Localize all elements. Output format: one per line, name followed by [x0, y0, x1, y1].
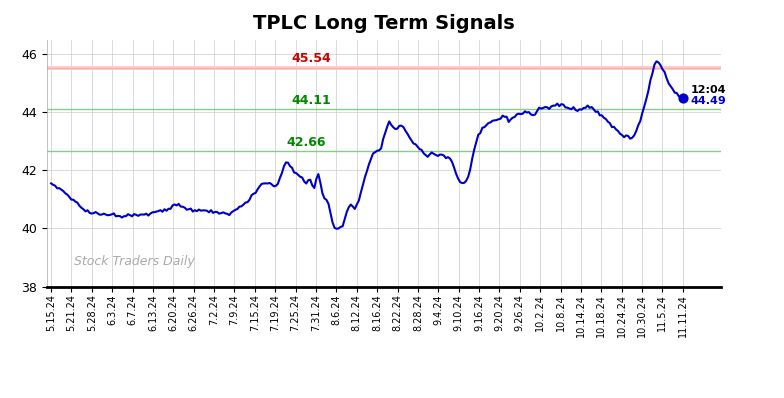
Text: 44.11: 44.11 — [291, 94, 331, 107]
Bar — [47, 66, 721, 70]
Text: 44.49: 44.49 — [691, 96, 726, 106]
Point — [677, 95, 689, 101]
Title: TPLC Long Term Signals: TPLC Long Term Signals — [253, 14, 515, 33]
Text: 42.66: 42.66 — [286, 136, 325, 149]
Text: 45.54: 45.54 — [291, 52, 331, 65]
Text: 12:04: 12:04 — [691, 85, 726, 95]
Text: Stock Traders Daily: Stock Traders Daily — [74, 256, 194, 268]
